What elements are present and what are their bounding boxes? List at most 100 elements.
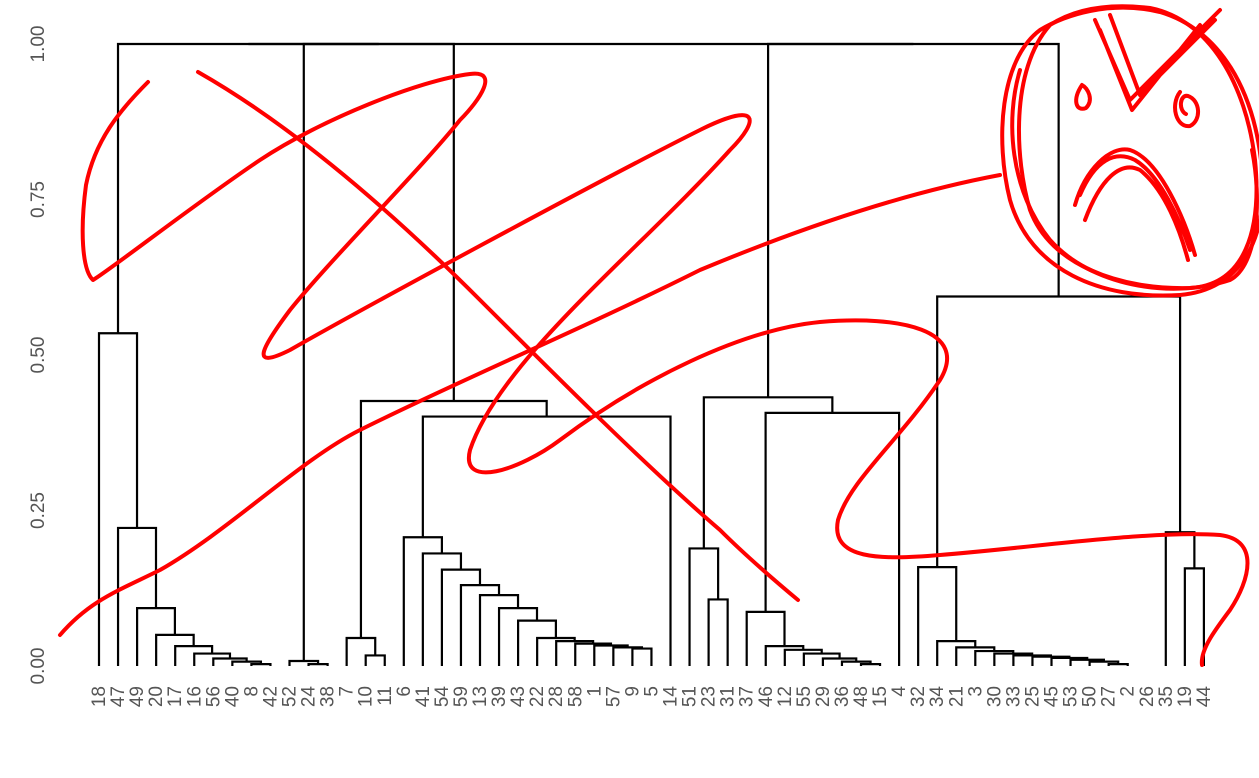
dendrogram-link xyxy=(1107,663,1129,666)
leaf-label: 41 xyxy=(413,686,434,707)
dendrogram-link xyxy=(364,654,386,666)
frown-mouth-scribble xyxy=(1073,147,1197,262)
leaf-label: 37 xyxy=(737,686,758,707)
leaf-label: 5 xyxy=(641,686,662,697)
leaf-label: 33 xyxy=(1003,686,1024,707)
leaf-label: 19 xyxy=(1175,686,1196,707)
leaf-label: 15 xyxy=(870,686,891,707)
dendrogram-links xyxy=(97,42,1205,666)
dendrogram-link xyxy=(707,598,729,666)
angry-brow-scribble xyxy=(1093,8,1222,112)
leaf-label: 12 xyxy=(775,686,796,707)
leaf-label: 29 xyxy=(813,686,834,707)
leaf-label: 3 xyxy=(965,686,986,697)
leaf-label: 13 xyxy=(470,686,491,707)
leaf-label: 30 xyxy=(984,686,1005,707)
leaf-label: 45 xyxy=(1042,686,1063,707)
leaf-label: 58 xyxy=(565,686,586,707)
leaf-label: 50 xyxy=(1080,686,1101,707)
leaf-label: 31 xyxy=(718,686,739,707)
leaf-label: 16 xyxy=(184,686,205,707)
leaf-label: 20 xyxy=(146,686,167,707)
y-tick-label: 0.00 xyxy=(28,648,49,685)
dendrogram-link xyxy=(612,646,644,666)
leaf-label: 40 xyxy=(222,686,243,707)
leaf-label: 14 xyxy=(661,686,682,708)
leaf-label: 2 xyxy=(1118,686,1139,697)
leaf-label: 21 xyxy=(946,686,967,707)
leaf-label: 44 xyxy=(1194,686,1215,708)
left-eye-scribble xyxy=(1074,83,1092,111)
dendrogram-link xyxy=(250,663,272,666)
leaf-label: 9 xyxy=(622,686,643,697)
dendrogram-link xyxy=(766,42,1060,398)
leaf-label: 26 xyxy=(1137,686,1158,707)
leaf-label: 17 xyxy=(165,686,186,707)
leaf-label: 4 xyxy=(889,686,910,697)
dendrogram-link xyxy=(802,652,841,666)
leaf-label: 57 xyxy=(603,686,624,707)
dendrogram-link xyxy=(307,663,329,666)
leaf-label: 53 xyxy=(1061,686,1082,707)
leaf-label: 35 xyxy=(1156,686,1177,707)
scribble-diagonal xyxy=(196,70,800,602)
y-axis: 0.00 0.25 0.50 0.75 1.00 xyxy=(28,26,49,685)
leaf-label: 55 xyxy=(794,686,815,707)
leaf-label: 7 xyxy=(337,686,358,697)
leaf-label: 56 xyxy=(203,686,224,707)
leaf-label: 23 xyxy=(699,686,720,707)
leaf-label: 28 xyxy=(546,686,567,707)
right-eye-scribble xyxy=(1173,90,1200,129)
leaf-label: 32 xyxy=(908,686,929,707)
scribble-long-curve xyxy=(58,173,1002,637)
leaf-label: 34 xyxy=(927,686,948,708)
dendrogram-link xyxy=(302,42,455,662)
dendrogram-link xyxy=(1164,531,1196,666)
leaf-label: 59 xyxy=(451,686,472,707)
dendrogram-link xyxy=(116,42,379,334)
leaf-label: 49 xyxy=(127,686,148,707)
leaf-labels: 1847492017165640842522438710116415459133… xyxy=(89,686,1215,708)
red-scribble-overlay xyxy=(58,4,1259,667)
dendrogram-link xyxy=(764,411,901,666)
scribble-loop-left xyxy=(80,71,1250,667)
y-tick-label: 0.25 xyxy=(28,492,49,529)
leaf-label: 39 xyxy=(489,686,510,707)
dendrogram-link xyxy=(859,663,882,666)
dendrogram-link xyxy=(631,647,653,666)
leaf-label: 10 xyxy=(356,686,377,707)
leaf-label: 51 xyxy=(680,686,701,707)
dendrogram-link xyxy=(593,644,629,666)
dendrogram-link xyxy=(345,636,377,666)
leaf-label: 24 xyxy=(299,686,320,708)
leaf-label: 25 xyxy=(1022,686,1043,707)
dendrogram-link xyxy=(574,642,613,666)
dendrogram-link xyxy=(702,396,834,549)
leaf-label: 27 xyxy=(1099,686,1120,707)
dendrogram-link xyxy=(1183,567,1205,666)
leaf-label: 22 xyxy=(527,686,548,707)
dendrogram-link xyxy=(936,295,1182,568)
leaf-label: 6 xyxy=(394,686,415,697)
leaf-label: 52 xyxy=(280,686,301,707)
dendrogram-link xyxy=(688,547,720,666)
dendrogram-link xyxy=(193,652,232,666)
leaf-label: 54 xyxy=(432,686,453,708)
leaf-label: 1 xyxy=(584,686,605,697)
leaf-label: 46 xyxy=(756,686,777,707)
leaf-label: 36 xyxy=(832,686,853,707)
y-tick-label: 0.50 xyxy=(28,337,49,374)
leaf-label: 47 xyxy=(108,686,129,707)
leaf-label: 42 xyxy=(260,686,281,707)
leaf-label: 43 xyxy=(508,686,529,707)
dendrogram-link xyxy=(1069,658,1105,666)
leaf-label: 8 xyxy=(241,686,262,697)
leaf-label: 18 xyxy=(89,686,110,707)
leaf-label: 48 xyxy=(851,686,872,707)
y-tick-label: 1.00 xyxy=(28,26,49,63)
leaf-label: 38 xyxy=(318,686,339,707)
frowning-face-outline-2 xyxy=(1017,4,1259,291)
leaf-label: 11 xyxy=(375,686,396,706)
frowning-face-outline-3 xyxy=(1010,68,1259,291)
